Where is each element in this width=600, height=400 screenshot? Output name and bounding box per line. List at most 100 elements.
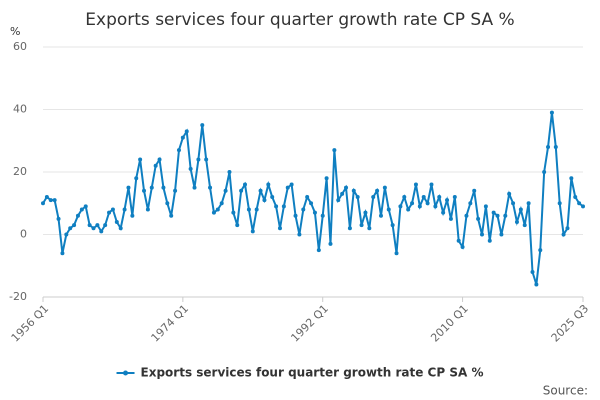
data-point [378,213,383,218]
data-point [235,223,240,228]
data-point [499,232,504,237]
data-point [118,226,123,231]
data-point [262,198,267,203]
data-point [153,163,158,168]
data-point [293,213,298,218]
data-point [316,248,321,253]
data-point [277,226,282,231]
data-point [180,135,185,140]
data-point [344,185,349,190]
data-point [285,185,290,190]
data-point [363,210,368,215]
data-point [192,185,197,190]
data-point [239,188,244,193]
data-point [215,207,220,212]
data-point [41,201,45,206]
data-point [297,232,302,237]
data-point [464,213,469,218]
data-point [565,226,570,231]
data-point [289,182,294,187]
data-point [79,207,84,212]
data-point [549,110,554,115]
data-point [64,232,69,237]
data-point [200,123,205,128]
data-point [332,148,337,153]
data-point [367,226,372,231]
data-point [266,182,271,187]
data-point [417,204,422,209]
data-point [301,207,306,212]
data-point [448,216,453,221]
data-point [514,220,519,224]
data-point [340,191,345,196]
data-point [336,198,341,203]
data-point [371,195,376,199]
x-tick-label: 1956 Q1 [9,302,52,345]
data-point [211,210,216,215]
data-point [410,201,415,206]
data-point [526,201,531,206]
data-point [91,226,96,231]
data-point [165,201,170,206]
data-point [114,220,119,224]
data-point [258,188,263,193]
legend-label: Exports services four quarter growth rat… [141,366,484,380]
data-point [250,229,255,234]
data-point [511,201,516,206]
x-tick-label: 1974 Q1 [149,302,192,345]
x-tick-label: 1992 Q1 [288,302,331,345]
data-point [522,223,527,228]
data-point [281,204,286,209]
data-point [573,195,578,199]
data-point [87,223,92,228]
data-point [75,213,80,218]
data-point [110,207,115,212]
data-point [219,201,224,206]
data-point [274,204,279,209]
data-point [103,223,108,228]
data-point [460,245,465,249]
data-point [169,213,174,218]
data-point [495,213,500,218]
data-point [227,170,232,174]
data-point [534,282,539,287]
data-point [312,210,317,215]
data-point [429,182,434,187]
data-point [394,251,399,256]
chart-title: Exports services four quarter growth rat… [85,10,514,30]
data-point [441,210,446,215]
data-point [456,238,461,243]
data-point [487,238,492,243]
data-point [406,207,411,212]
y-tick-label: 0 [20,228,27,241]
data-point [386,207,391,212]
data-point [324,176,329,181]
data-point [561,232,566,237]
data-point [546,145,551,149]
data-point [553,145,558,149]
data-point [176,148,181,153]
data-point [503,213,508,218]
y-unit: % [10,25,20,38]
data-point [246,207,251,212]
data-point [355,195,360,199]
data-point [581,204,585,209]
data-point [223,188,228,193]
data-point [382,185,387,190]
data-point [472,188,477,193]
data-point [433,204,438,209]
data-point [518,207,523,212]
data-point [468,201,473,206]
y-tick-label: 20 [13,165,27,178]
data-point [126,185,131,190]
data-point [309,201,314,206]
data-point [99,229,104,234]
y-tick-label: 40 [13,103,27,116]
data-point [72,223,77,228]
data-point [347,226,352,231]
data-point [56,216,61,221]
data-point [452,195,457,199]
y-tick-label: -20 [9,290,27,303]
data-point [95,223,100,228]
x-tick-label: 2010 Q1 [428,302,471,345]
